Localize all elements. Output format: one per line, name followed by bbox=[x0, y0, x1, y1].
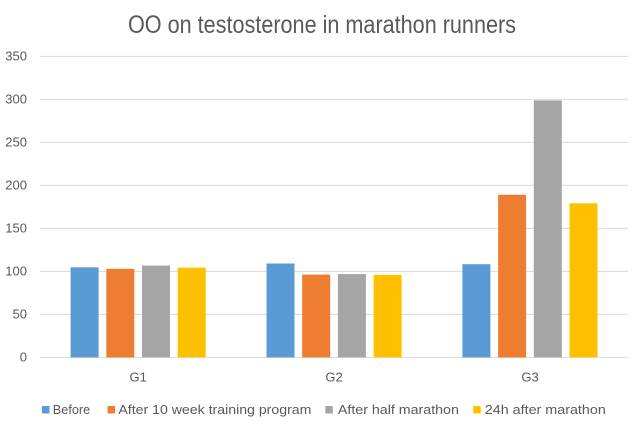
svg-text:24h after marathon: 24h after marathon bbox=[485, 403, 606, 417]
svg-text:After 10 week training program: After 10 week training program bbox=[118, 403, 311, 417]
svg-text:150: 150 bbox=[5, 221, 27, 236]
svg-text:250: 250 bbox=[5, 135, 27, 150]
svg-text:OO on testosterone in marathon: OO on testosterone in marathon runners bbox=[128, 11, 516, 39]
svg-text:0: 0 bbox=[20, 350, 27, 365]
svg-text:200: 200 bbox=[5, 178, 27, 193]
svg-text:After half marathon: After half marathon bbox=[338, 403, 459, 417]
svg-text:G2: G2 bbox=[325, 370, 342, 385]
svg-text:350: 350 bbox=[5, 49, 27, 64]
svg-text:100: 100 bbox=[5, 264, 27, 279]
svg-text:Before: Before bbox=[53, 403, 90, 417]
svg-text:G1: G1 bbox=[130, 370, 147, 385]
svg-text:G3: G3 bbox=[521, 370, 538, 385]
svg-text:50: 50 bbox=[13, 307, 27, 322]
svg-text:300: 300 bbox=[5, 92, 27, 107]
